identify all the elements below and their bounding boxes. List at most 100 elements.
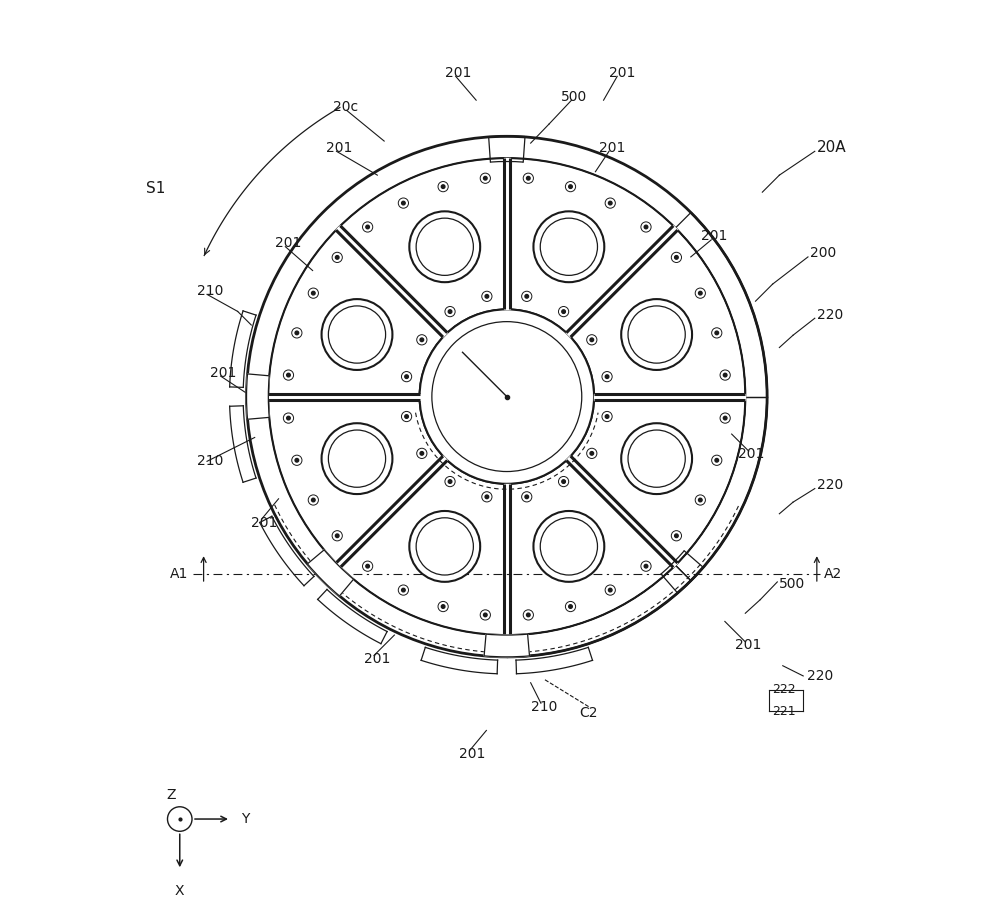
Text: 20A: 20A <box>817 140 846 155</box>
Polygon shape <box>268 394 420 400</box>
Circle shape <box>484 614 487 616</box>
Circle shape <box>558 476 569 486</box>
Circle shape <box>723 416 727 420</box>
Circle shape <box>322 424 392 494</box>
Text: 220: 220 <box>817 308 843 322</box>
Circle shape <box>363 561 373 571</box>
Text: X: X <box>175 884 185 898</box>
Text: 222: 222 <box>773 683 796 696</box>
Circle shape <box>605 375 609 378</box>
Circle shape <box>438 182 448 192</box>
Circle shape <box>527 176 530 180</box>
Circle shape <box>485 495 489 499</box>
Circle shape <box>590 452 594 455</box>
Circle shape <box>366 564 369 568</box>
Circle shape <box>363 222 373 232</box>
Circle shape <box>641 561 651 571</box>
Polygon shape <box>566 456 678 567</box>
Text: 210: 210 <box>197 454 223 468</box>
Circle shape <box>417 335 427 345</box>
Circle shape <box>441 604 445 608</box>
Circle shape <box>292 455 302 465</box>
Circle shape <box>715 331 719 335</box>
Circle shape <box>292 328 302 338</box>
Circle shape <box>621 424 692 494</box>
Circle shape <box>322 299 392 370</box>
Circle shape <box>420 309 594 484</box>
Circle shape <box>332 253 342 263</box>
Circle shape <box>587 448 597 458</box>
Polygon shape <box>566 225 678 337</box>
Circle shape <box>480 610 490 620</box>
Circle shape <box>480 173 490 184</box>
Text: 221: 221 <box>773 704 796 718</box>
Circle shape <box>720 413 730 424</box>
Circle shape <box>565 182 576 192</box>
Text: 201: 201 <box>459 747 485 762</box>
Circle shape <box>420 338 424 342</box>
Circle shape <box>675 534 678 537</box>
Polygon shape <box>504 484 510 635</box>
Circle shape <box>401 412 412 422</box>
Circle shape <box>699 498 702 502</box>
Text: 201: 201 <box>609 66 635 80</box>
Text: 201: 201 <box>701 229 727 244</box>
Wedge shape <box>507 458 675 635</box>
Circle shape <box>332 531 342 541</box>
Circle shape <box>448 310 452 314</box>
Circle shape <box>621 299 692 370</box>
Circle shape <box>409 211 480 282</box>
Circle shape <box>720 370 730 380</box>
Text: 201: 201 <box>735 638 761 653</box>
Text: 500: 500 <box>779 577 806 591</box>
Circle shape <box>671 253 682 263</box>
Circle shape <box>402 201 405 205</box>
Circle shape <box>522 492 532 502</box>
Circle shape <box>295 458 299 462</box>
Circle shape <box>445 306 455 316</box>
Circle shape <box>569 604 572 608</box>
Circle shape <box>605 198 615 208</box>
Wedge shape <box>507 158 675 335</box>
Circle shape <box>405 375 408 378</box>
Wedge shape <box>568 228 745 396</box>
Text: 20c: 20c <box>333 100 358 114</box>
Polygon shape <box>675 213 767 396</box>
Text: A1: A1 <box>170 566 188 581</box>
Text: 201: 201 <box>210 365 237 380</box>
Circle shape <box>335 255 339 259</box>
Circle shape <box>295 331 299 335</box>
Wedge shape <box>338 458 507 635</box>
Polygon shape <box>507 565 691 657</box>
Circle shape <box>485 295 489 298</box>
Circle shape <box>587 335 597 345</box>
Text: 220: 220 <box>817 478 843 492</box>
Circle shape <box>420 452 424 455</box>
Circle shape <box>712 455 722 465</box>
Circle shape <box>605 415 609 418</box>
Text: 201: 201 <box>251 515 278 530</box>
Circle shape <box>569 185 572 188</box>
Circle shape <box>715 458 719 462</box>
Circle shape <box>398 585 408 595</box>
Polygon shape <box>504 158 510 309</box>
Polygon shape <box>307 550 354 596</box>
Circle shape <box>366 225 369 229</box>
Circle shape <box>441 185 445 188</box>
Circle shape <box>523 610 533 620</box>
Wedge shape <box>268 228 445 396</box>
Circle shape <box>398 198 408 208</box>
Circle shape <box>308 288 318 298</box>
Circle shape <box>405 415 408 418</box>
Circle shape <box>438 602 448 612</box>
Circle shape <box>527 614 530 616</box>
Circle shape <box>723 374 727 377</box>
Circle shape <box>287 416 290 420</box>
Circle shape <box>482 291 492 302</box>
Circle shape <box>675 255 678 259</box>
Circle shape <box>448 480 452 484</box>
Circle shape <box>525 495 529 499</box>
Text: 500: 500 <box>561 90 588 104</box>
Polygon shape <box>336 456 447 567</box>
Circle shape <box>283 413 294 424</box>
